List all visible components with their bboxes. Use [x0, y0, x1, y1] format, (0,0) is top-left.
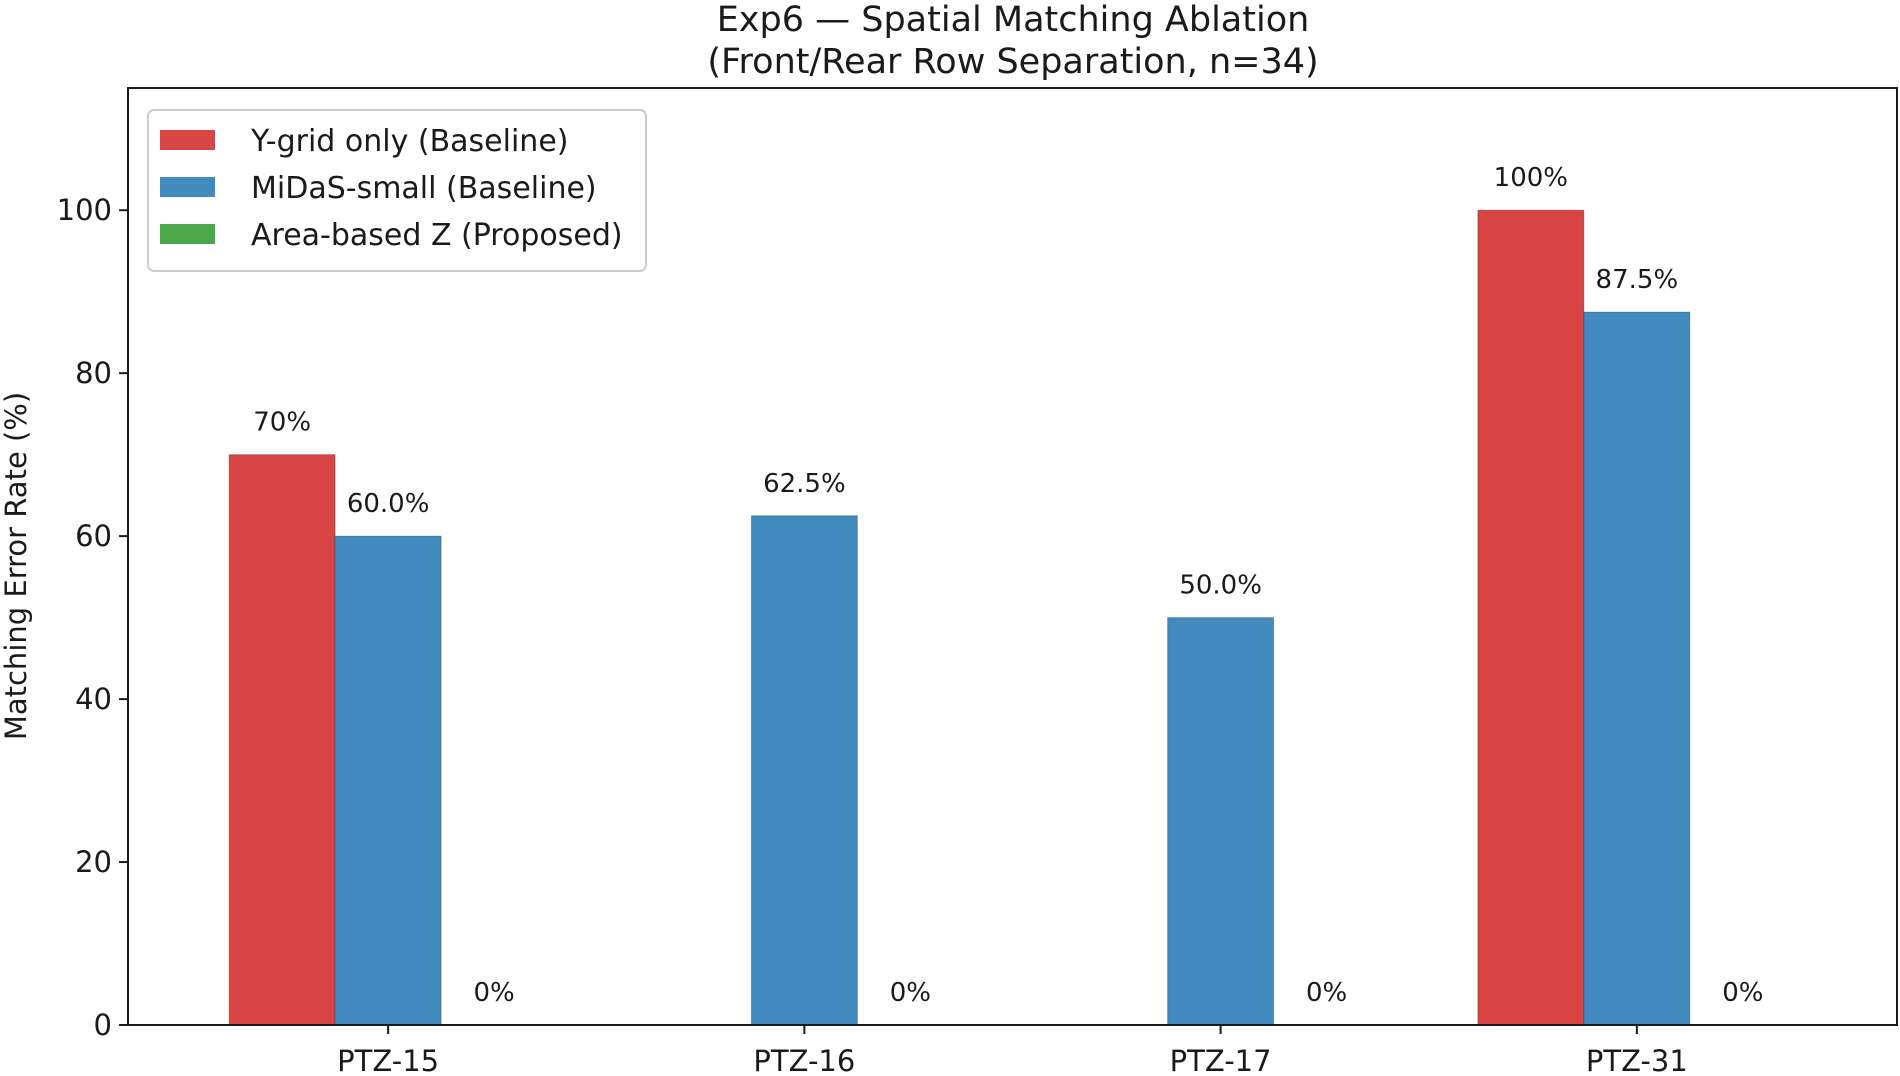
- data-label: 0%: [1722, 978, 1763, 1008]
- x-tick-label: PTZ-31: [1586, 1044, 1688, 1076]
- data-label: 60.0%: [347, 489, 430, 519]
- legend-swatch: [160, 224, 215, 244]
- data-label: 87.5%: [1596, 265, 1679, 295]
- y-tick-label: 80: [75, 356, 112, 390]
- bar-series-1-ptz-16: [750, 515, 858, 1026]
- x-axis: PTZ-15 PTZ-16 PTZ-17 PTZ-31: [337, 1025, 1688, 1076]
- bar-series-0-ptz-31: [1477, 209, 1585, 1026]
- legend-swatch: [160, 130, 215, 150]
- data-label: 62.5%: [763, 469, 846, 499]
- legend: Y-grid only (Baseline) MiDaS-small (Basel…: [147, 109, 647, 272]
- legend-label: Area-based Z (Proposed): [251, 218, 623, 253]
- y-tick-label: 60: [75, 519, 112, 553]
- bar-series-0-ptz-15: [228, 454, 336, 1026]
- y-tick-label: 40: [75, 682, 112, 716]
- bar-series-1-ptz-17: [1167, 617, 1275, 1026]
- x-tick-label: PTZ-17: [1170, 1044, 1272, 1076]
- y-tick-label: 20: [75, 845, 112, 879]
- legend-box: [147, 109, 647, 272]
- y-tick-label: 100: [57, 193, 112, 227]
- plot-frame: [127, 87, 1898, 1026]
- legend-swatch: [160, 177, 215, 197]
- data-label: 100%: [1494, 163, 1568, 193]
- bars-layer: [228, 209, 1691, 1026]
- data-labels-layer: 70% 60.0% 0% 62.5% 0% 50.0% 0% 100% 87.5% 0%: [253, 163, 1763, 1008]
- y-axis: 0 20 40 60 80 100: [57, 193, 128, 1042]
- bar-series-1-ptz-15: [334, 535, 442, 1026]
- data-label: 0%: [1306, 978, 1347, 1008]
- x-tick-label: PTZ-15: [337, 1044, 439, 1076]
- legend-label: MiDaS-small (Baseline): [251, 171, 597, 206]
- chart-title: Exp6 — Spatial Matching Ablation: [717, 0, 1310, 40]
- bar-series-1-ptz-31: [1583, 311, 1691, 1026]
- data-label: 0%: [890, 978, 931, 1008]
- chart-subtitle: (Front/Rear Row Separation, n=34): [707, 42, 1318, 82]
- legend-label: Y-grid only (Baseline): [250, 124, 568, 159]
- data-label: 50.0%: [1179, 571, 1262, 601]
- data-label: 0%: [474, 978, 515, 1008]
- y-tick-label: 0: [94, 1008, 112, 1042]
- y-axis-label: Matching Error Rate (%): [0, 392, 33, 740]
- data-label: 70%: [253, 408, 311, 438]
- x-tick-label: PTZ-16: [753, 1044, 855, 1076]
